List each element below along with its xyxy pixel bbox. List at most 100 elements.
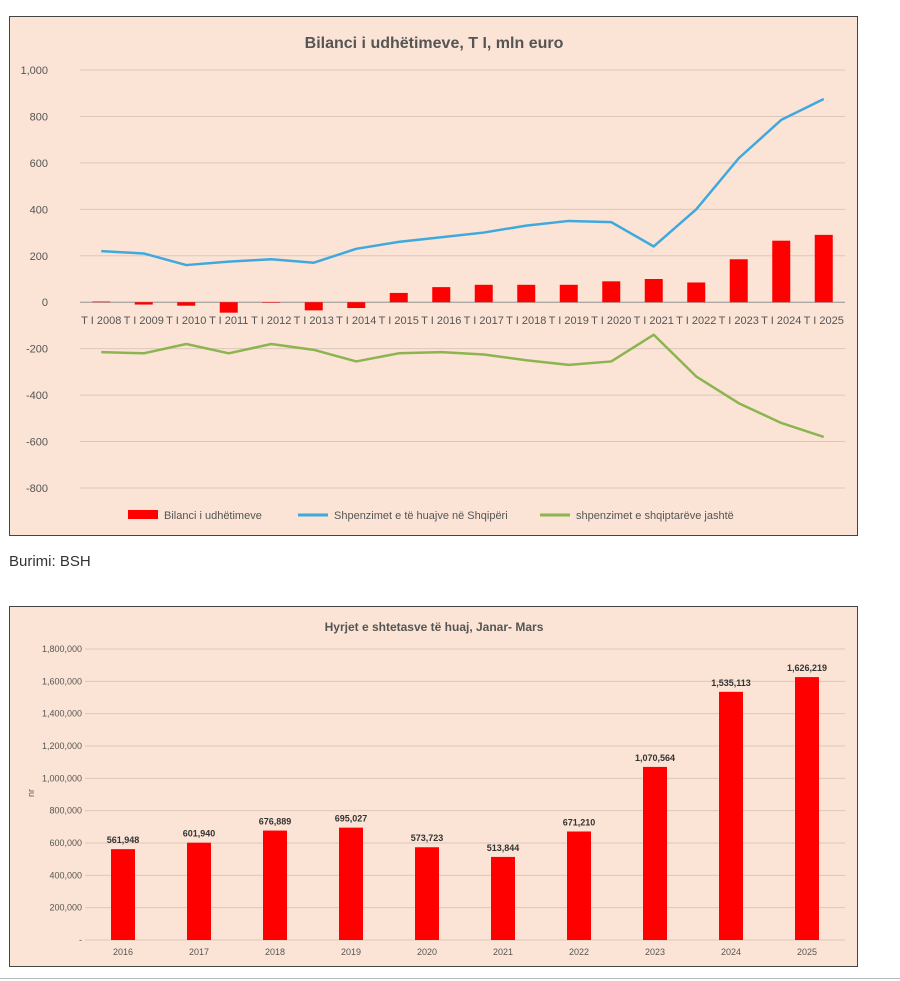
y-tick-label: 1,000 [20,65,48,77]
travel-balance-chart-svg: Bilanci i udhëtimeve, T I, mln euro 1,000… [20,35,845,522]
y-tick-label: 400,000 [49,870,82,880]
bar-travel-balance [814,234,833,303]
y-tick-label: 800 [30,111,48,123]
x-tick-label: 2018 [265,947,285,957]
y-tick-label: 200 [30,251,48,263]
x-tick-label: 2016 [113,947,133,957]
x-tick-label: T I 2024 [761,315,801,327]
bar-arrivals [111,849,135,940]
bar-travel-balance [304,302,323,311]
x-tick-label: 2023 [645,947,665,957]
y-axis-label: nr [26,789,36,797]
y-tick-label: 1,800,000 [42,644,82,654]
x-tick-label: 2019 [341,947,361,957]
data-label: 1,626,219 [787,663,827,673]
x-tick-label: T I 2009 [124,315,164,327]
y-tick-label: 1,000,000 [42,773,82,783]
bar-travel-balance [729,259,748,303]
x-tick-label: T I 2023 [719,315,759,327]
data-label: 1,070,564 [635,753,675,763]
data-label: 695,027 [335,814,368,824]
legend-label: Bilanci i udhëtimeve [164,510,262,522]
data-label: 513,844 [487,843,520,853]
y-tick-label: 1,600,000 [42,676,82,686]
data-label: 573,723 [411,833,444,843]
bar-travel-balance [432,287,451,303]
bar-travel-balance [134,302,153,305]
bar-travel-balance [347,302,366,309]
bar-travel-balance [262,302,281,303]
bar-arrivals [567,831,591,940]
x-tick-label: 2020 [417,947,437,957]
bar-arrivals [415,847,439,940]
y-tick-label: -800 [26,483,48,495]
x-tick-label: T I 2012 [251,315,291,327]
bar-travel-balance [772,240,791,303]
legend-label: Shpenzimet e të huajve në Shqipëri [334,510,508,522]
chart-title: Bilanci i udhëtimeve, T I, mln euro [305,35,564,52]
x-tick-label: T I 2010 [166,315,206,327]
bar-travel-balance [219,302,238,313]
chart-title: Hyrjet e shtetasve të huaj, Janar- Mars [325,620,544,634]
bar-travel-balance [559,284,578,303]
y-tick-label: 200,000 [49,903,82,913]
bar-arrivals [643,766,667,940]
x-tick-label: T I 2022 [676,315,716,327]
bar-travel-balance [687,282,706,303]
x-tick-label: T I 2017 [464,315,504,327]
bar-travel-balance [177,302,196,306]
x-tick-label: T I 2008 [81,315,121,327]
foreign-arrivals-chart-svg: Hyrjet e shtetasve të huaj, Janar- Mars 1… [26,620,845,957]
x-tick-label: T I 2015 [379,315,419,327]
data-label: 671,210 [563,817,596,827]
bar-arrivals [491,856,515,940]
y-tick-label: -600 [26,437,48,449]
x-tick-label: T I 2025 [804,315,844,327]
y-tick-label: 0 [42,297,48,309]
x-tick-label: 2021 [493,947,513,957]
x-tick-label: T I 2016 [421,315,461,327]
bar-travel-balance [474,284,493,303]
x-tick-label: T I 2021 [634,315,674,327]
x-tick-label: 2017 [189,947,209,957]
line-foreign-spending [101,97,825,267]
bar-arrivals [263,830,287,940]
bar-travel-balance [602,281,621,303]
x-tick-label: T I 2013 [294,315,334,327]
source-note: Burimi: BSH [9,553,91,570]
bar-travel-balance [517,284,536,303]
x-tick-label: 2025 [797,947,817,957]
x-tick-label: T I 2020 [591,315,631,327]
bar-arrivals [339,827,363,940]
y-tick-label: - [79,935,82,945]
y-tick-label: 1,200,000 [42,741,82,751]
x-tick-label: T I 2014 [336,315,376,327]
travel-balance-chart: Bilanci i udhëtimeve, T I, mln euro 1,000… [9,16,858,536]
bar-travel-balance [92,301,111,303]
x-tick-label: T I 2019 [549,315,589,327]
x-tick-label: 2022 [569,947,589,957]
foreign-arrivals-chart: Hyrjet e shtetasve të huaj, Janar- Mars 1… [9,606,858,967]
x-tick-label: T I 2011 [209,315,248,327]
bar-arrivals [795,677,819,940]
bar-arrivals [719,691,743,940]
x-tick-label: T I 2018 [506,315,546,327]
y-tick-label: 800,000 [49,806,82,816]
y-tick-label: 1,400,000 [42,709,82,719]
legend-label: shpenzimet e shqiptarëve jashtë [576,510,734,522]
line-albanian-spending [101,333,825,439]
y-tick-label: -200 [26,344,48,356]
x-tick-label: 2024 [721,947,741,957]
bar-travel-balance [389,292,408,303]
bottom-divider [0,978,900,979]
bar-travel-balance [644,279,663,303]
y-tick-label: 600 [30,158,48,170]
legend-swatch-bar [128,510,158,519]
data-label: 676,889 [259,817,292,827]
bar-arrivals [187,842,211,940]
data-label: 561,948 [107,835,140,845]
data-label: 601,940 [183,829,216,839]
data-label: 1,535,113 [711,678,751,688]
y-tick-label: 600,000 [49,838,82,848]
y-tick-label: 400 [30,204,48,216]
